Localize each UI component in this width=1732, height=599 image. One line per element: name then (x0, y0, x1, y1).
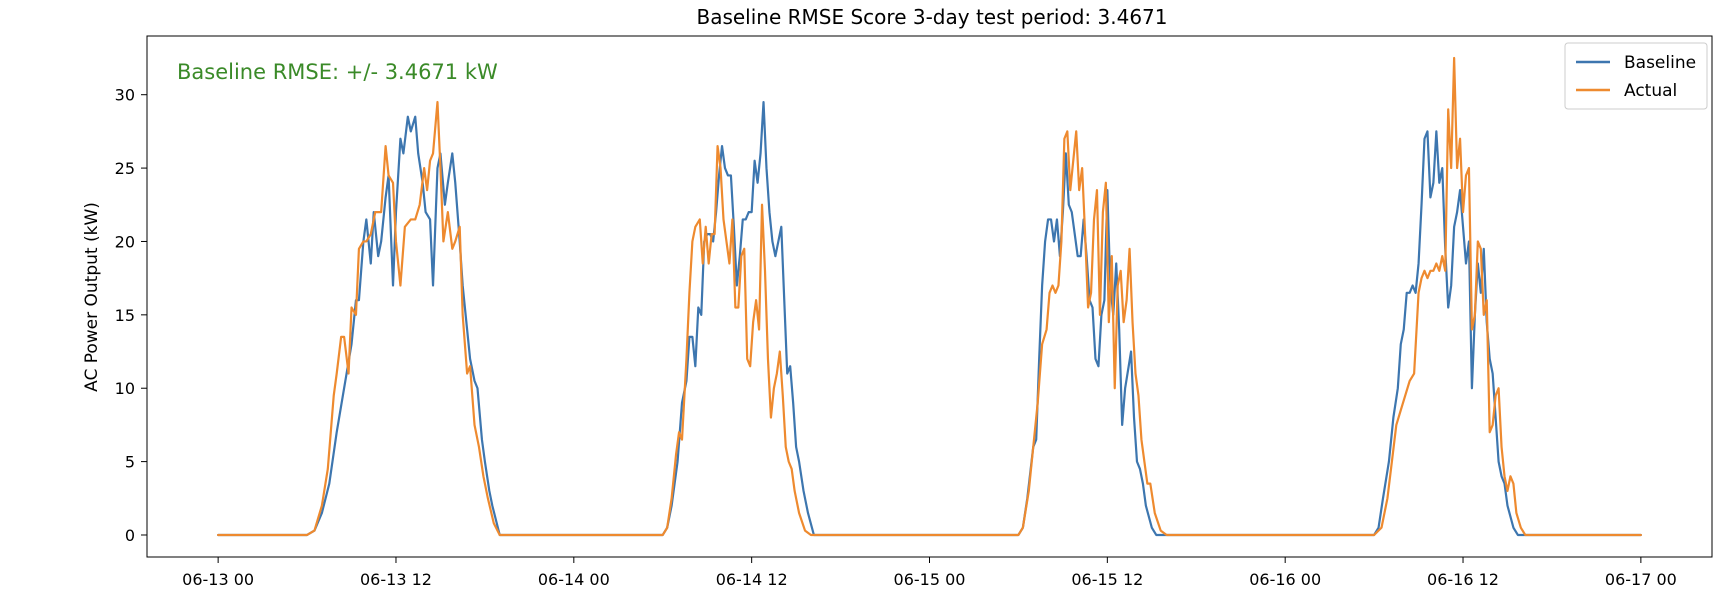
x-tick-label: 06-13 00 (182, 570, 254, 589)
x-tick-label: 06-14 00 (538, 570, 610, 589)
y-tick-label: 15 (115, 306, 135, 325)
series-layer (217, 56, 1642, 537)
y-axis: 0 5 10 15 20 25 30 (115, 86, 147, 545)
y-tick-label: 10 (115, 379, 135, 398)
y-tick-label: 20 (115, 232, 135, 251)
x-tick-label: 06-16 12 (1427, 570, 1499, 589)
legend-label-baseline: Baseline (1624, 53, 1696, 73)
y-tick-label: 5 (125, 453, 135, 472)
legend: Baseline Actual (1564, 42, 1708, 110)
y-tick-label: 25 (115, 159, 135, 178)
y-axis-title: AC Power Output (kW) (82, 202, 102, 392)
plot-frame (146, 35, 1713, 558)
rmse-annotation: Baseline RMSE: +/- 3.4671 kW (177, 60, 498, 84)
y-tick-label: 30 (115, 86, 135, 105)
legend-label-actual: Actual (1624, 81, 1677, 101)
x-tick-label: 06-13 12 (360, 570, 432, 589)
x-tick-label: 06-15 12 (1071, 570, 1143, 589)
series-line-actual (217, 56, 1642, 537)
series-line-baseline (217, 100, 1642, 537)
x-tick-label: 06-17 00 (1605, 570, 1677, 589)
x-tick-label: 06-14 12 (716, 570, 788, 589)
legend-frame (1564, 42, 1708, 110)
x-axis: 06-13 00 06-13 12 06-14 00 06-14 12 06-15 00… (182, 557, 1677, 589)
plot-area (146, 35, 1713, 558)
x-tick-label: 06-16 00 (1249, 570, 1321, 589)
chart-title: Baseline RMSE Score 3-day test period: 3… (696, 5, 1167, 29)
x-tick-label: 06-15 00 (894, 570, 966, 589)
y-tick-label: 0 (125, 526, 135, 545)
